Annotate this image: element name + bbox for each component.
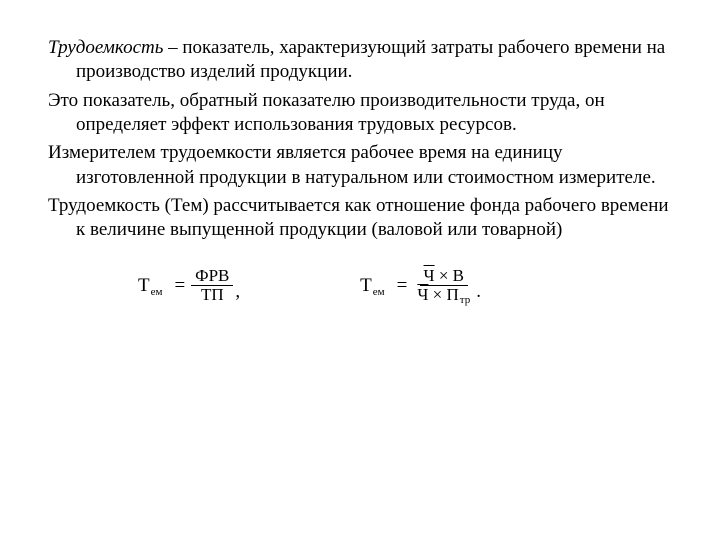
formula1-numerator: ФРВ xyxy=(191,267,233,287)
formula2-num-times: × xyxy=(435,266,453,285)
formula1-sub: ем xyxy=(151,286,163,298)
formula1-T: Т xyxy=(138,275,150,297)
formula2-punct: . xyxy=(476,281,481,303)
formula1-fraction: ФРВ ТП xyxy=(191,267,233,305)
formula2-var: Тем xyxy=(360,275,384,297)
paragraph-1: Трудоемкость – показатель, характеризующ… xyxy=(48,36,672,85)
formula2-den-p: П xyxy=(446,285,458,304)
formula2-denominator: Ч × Птр xyxy=(413,286,474,305)
term-trudoemkost: Трудоемкость xyxy=(48,37,163,58)
formula1-punct: , xyxy=(235,281,240,303)
paragraph-2: Это показатель, обратный показателю прои… xyxy=(48,89,672,138)
formula2-eq: = xyxy=(397,275,408,297)
formula2-den-times: × xyxy=(428,285,446,304)
formula2-sub: ем xyxy=(373,286,385,298)
paragraph-4: Трудоемкость (Тем) рассчитывается как от… xyxy=(48,194,672,243)
formula2-fraction: Ч × В Ч × Птр xyxy=(413,267,474,305)
formula-2: Тем = Ч × В Ч × Птр . xyxy=(360,267,481,305)
formula2-num-v: В xyxy=(453,266,464,285)
paragraph-3: Измерителем трудоемкости является рабоче… xyxy=(48,141,672,190)
formula2-T: Т xyxy=(360,275,372,297)
formula-row: Тем = ФРВ ТП , Тем = Ч × В Ч × Птр . xyxy=(48,267,672,305)
formula1-eq: = xyxy=(174,275,185,297)
formula2-den-psub: тр xyxy=(460,294,470,306)
formula1-denominator: ТП xyxy=(197,286,228,305)
document-body: Трудоемкость – показатель, характеризующ… xyxy=(48,36,672,305)
formula2-num-ch: Ч xyxy=(424,266,435,285)
formula-1: Тем = ФРВ ТП , xyxy=(138,267,240,305)
formula2-den-ch: Ч xyxy=(417,285,428,304)
formula2-numerator: Ч × В xyxy=(420,267,469,287)
p1-rest: – показатель, характеризующий затраты ра… xyxy=(76,37,665,82)
formula1-var: Тем xyxy=(138,275,162,297)
